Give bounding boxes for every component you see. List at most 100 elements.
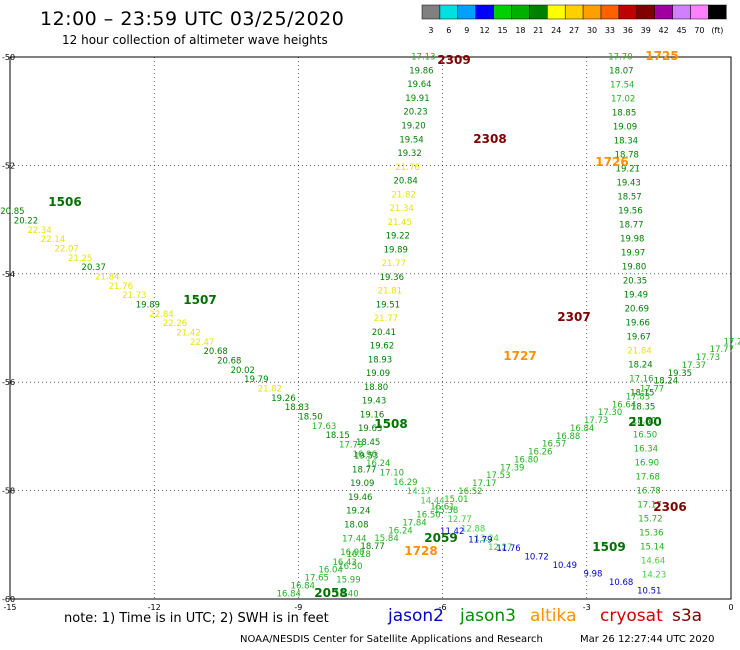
swh-value: 20.84 <box>393 177 417 187</box>
satellite-s3a: s3a <box>672 606 703 626</box>
legend-label: 12 <box>480 26 490 35</box>
swh-value: 15.84 <box>374 534 398 544</box>
swh-value: 16.50 <box>416 511 440 521</box>
swh-value: 17.83 <box>626 392 650 402</box>
swh-value: 11.79 <box>468 535 492 545</box>
swh-value: 15.99 <box>336 576 360 586</box>
swh-value: 19.43 <box>362 397 386 407</box>
swh-value: 21.82 <box>258 385 282 395</box>
swh-value: 18.85 <box>612 109 636 119</box>
swh-value: 14.64 <box>641 556 665 566</box>
swh-value: 19.24 <box>346 507 370 517</box>
footnote: note: 1) Time is in UTC; 2) SWH is in fe… <box>64 611 329 626</box>
swh-value: 16.84 <box>277 589 301 599</box>
legend-label: 6 <box>446 26 451 35</box>
swh-value: 17.73 <box>584 416 608 426</box>
swh-value: 17.13 <box>411 53 435 63</box>
swh-value: 10.51 <box>637 587 661 597</box>
swh-value: 19.43 <box>616 179 640 189</box>
track-label: 2309 <box>437 53 470 67</box>
legend-label: 39 <box>641 26 651 35</box>
legend-label: 15 <box>497 26 507 35</box>
swh-value: 16.64 <box>612 400 636 410</box>
swh-value: 16.80 <box>514 455 538 465</box>
swh-value: 18.15 <box>325 431 349 441</box>
swh-value: 15.72 <box>638 514 662 524</box>
swh-value: 17.37 <box>682 361 706 371</box>
lon-tick-label: -3 <box>583 603 591 612</box>
track-label: 1727 <box>503 349 536 363</box>
swh-value: 19.86 <box>409 66 433 76</box>
lat-tick-label: -54 <box>2 270 15 279</box>
swh-value: 16.78 <box>636 486 660 496</box>
track-label: 2308 <box>473 132 506 146</box>
legend-label: (ft) <box>711 26 723 35</box>
legend-label: 3 <box>428 26 433 35</box>
swh-value: 15.14 <box>640 542 664 552</box>
swh-value: 16.61 <box>430 503 454 513</box>
swh-value: 20.68 <box>204 347 228 357</box>
swh-value: 17.53 <box>486 471 510 481</box>
swh-value: 14.23 <box>642 570 666 580</box>
swh-value: 17.68 <box>636 472 660 482</box>
swh-value: 18.50 <box>298 413 322 423</box>
lon-tick-label: 0 <box>728 603 733 612</box>
swh-value: 19.21 <box>616 165 640 175</box>
swh-value: 16.34 <box>634 444 658 454</box>
swh-value: 18.77 <box>352 465 376 475</box>
swh-value: 12.77 <box>447 515 471 525</box>
color-legend: 3 6 9 12 15 18 21 24 27 30 33 36 39 42 45 70 (ft) <box>421 4 727 35</box>
map-frame <box>9 56 732 600</box>
swh-value: 18.78 <box>615 151 639 161</box>
swh-value: 18.24 <box>654 377 678 387</box>
swh-value: 16.90 <box>340 548 364 558</box>
swh-value: 18.80 <box>632 416 656 426</box>
footer-timestamp: Mar 26 12:27:44 UTC 2020 <box>580 634 715 645</box>
swh-value: 19.64 <box>407 80 431 90</box>
legend-label: 45 <box>676 26 686 35</box>
swh-value: 17.44 <box>342 534 366 544</box>
swh-value: 18.15 <box>630 388 654 398</box>
swh-value: 21.84 <box>627 346 651 356</box>
swh-value: 17.39 <box>500 463 524 473</box>
swh-value: 19.53 <box>354 452 378 462</box>
swh-value: 15.01 <box>444 495 468 505</box>
swh-value: 17.65 <box>305 574 329 584</box>
swh-value: 16.84 <box>291 581 315 591</box>
swh-value: 21.84 <box>95 273 119 283</box>
satellite-jason2: jason2 <box>388 606 444 626</box>
swh-value: 17.17 <box>472 479 496 489</box>
swh-value: 21.34 <box>390 204 414 214</box>
swh-value: 20.85 <box>0 207 24 217</box>
legend-label: 42 <box>659 26 669 35</box>
swh-value: 14.44 <box>420 497 444 507</box>
swh-value: 11.76 <box>496 544 520 554</box>
swh-value: 19.16 <box>360 410 384 420</box>
swh-value: 19.67 <box>626 332 650 342</box>
swh-value: 16.24 <box>366 459 390 469</box>
swh-value: 22.07 <box>54 245 78 255</box>
lat-tick-label: -58 <box>2 487 15 496</box>
swh-value: 17.54 <box>610 81 634 91</box>
legend-label: 24 <box>551 26 561 35</box>
swh-value: 19.89 <box>384 245 408 255</box>
swh-value: 16.88 <box>556 432 580 442</box>
swh-value: 10.49 <box>553 561 577 571</box>
swh-value: 19.20 <box>401 122 425 132</box>
legend-label: 33 <box>605 26 615 35</box>
swh-value: 20.23 <box>403 108 427 118</box>
swh-value: 16.50 <box>633 430 657 440</box>
legend-label: 36 <box>623 26 633 35</box>
legend-label: 18 <box>515 26 525 35</box>
footer-credit: NOAA/NESDIS Center for Satellite Applica… <box>240 634 543 645</box>
swh-value: 19.79 <box>244 375 268 385</box>
lon-tick-label: -15 <box>3 603 16 612</box>
swh-value: 17.17 <box>637 500 661 510</box>
swh-value: 18.34 <box>614 137 638 147</box>
swh-value: 21.73 <box>122 291 146 301</box>
track-label: 1725 <box>645 49 678 63</box>
swh-value: 18.35 <box>631 402 655 412</box>
swh-value: 16.84 <box>570 424 594 434</box>
swh-value: 17.77 <box>640 385 664 395</box>
track-label: 2306 <box>653 500 686 514</box>
